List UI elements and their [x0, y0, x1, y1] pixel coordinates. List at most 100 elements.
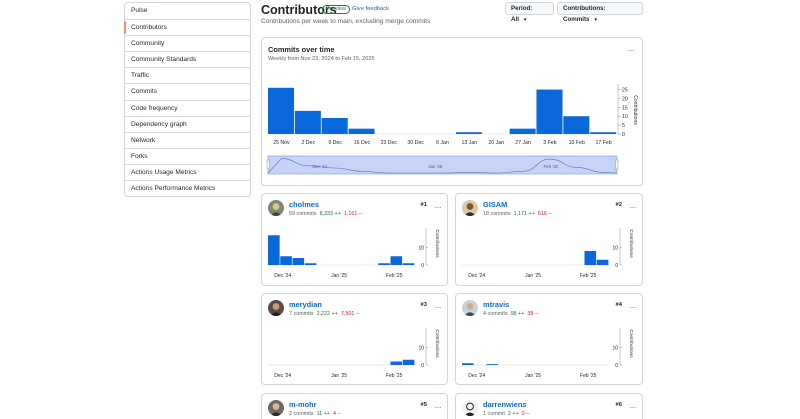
contributor-commits-chart: 0 10 Contributions Dec '24 Jan '25 Feb '25 [268, 328, 440, 379]
x-tick-label: 30 Dec [407, 140, 424, 146]
kebab-menu-icon[interactable]: ··· [627, 46, 635, 55]
deletions-count: 38 -- [527, 311, 539, 317]
contributor-card: cholmes 59 commits 8,333 ++ 1,161 -- #1 … [261, 193, 448, 286]
commit-count[interactable]: 18 commits [483, 211, 511, 217]
y-axis-label: Contributions [628, 229, 634, 258]
y-tick-label: 25 [622, 88, 628, 94]
y-tick-label: 0 [421, 263, 424, 269]
commit-count[interactable]: 1 commit [483, 411, 505, 417]
avatar[interactable] [462, 400, 478, 416]
sidebar-item-contributors[interactable]: Contributors [124, 19, 250, 35]
commits-over-time-card: Commits over time Weekly from Nov 23, 20… [261, 37, 643, 186]
x-tick-label: 13 Jan [462, 140, 478, 146]
sidebar-item-community-standards[interactable]: Community Standards [125, 51, 250, 67]
x-tick-label: Jan '25 [525, 373, 541, 379]
sidebar-item-dependency-graph[interactable]: Dependency graph [125, 115, 250, 132]
additions-count: 8,333 ++ [319, 211, 341, 217]
deletions-count: 4 -- [332, 411, 342, 417]
sidebar-item-code-frequency[interactable]: Code frequency [125, 99, 250, 116]
contributor-name[interactable]: darrenwiens [483, 400, 527, 409]
chart-title: Commits over time [268, 45, 335, 54]
bar [268, 87, 295, 134]
period-select[interactable]: Period: All ▼ [505, 2, 554, 23]
period-select-label: Period: All [511, 5, 533, 23]
bar [596, 259, 609, 265]
y-axis-label: Contributions [434, 329, 440, 358]
contributor-commits-chart: 0 10 Contributions Dec '24 Jan '25 Feb '25 [462, 228, 634, 279]
contributions-select-label: Contributions: Commits [563, 5, 606, 23]
avatar[interactable] [462, 300, 478, 316]
kebab-menu-icon[interactable]: ··· [434, 203, 442, 212]
y-tick-label: 0 [615, 363, 618, 369]
bar [590, 132, 617, 134]
kebab-menu-icon[interactable]: ··· [434, 403, 442, 412]
contributor-rank: #1 [420, 202, 427, 208]
x-tick-label: 27 Jan [515, 140, 531, 146]
x-tick-label: 9 Dec [328, 140, 342, 146]
sidebar-item-actions-performance[interactable]: Actions Performance Metrics [125, 180, 250, 196]
contributor-rank: #6 [615, 402, 622, 408]
y-tick-label: 10 [418, 246, 424, 252]
bar [563, 116, 590, 134]
x-tick-label: 6 Jan [436, 140, 449, 146]
kebab-menu-icon[interactable]: ··· [629, 303, 637, 312]
commit-count[interactable]: 7 commits [289, 311, 314, 317]
contributor-commits-chart: 0 10 Contributions Dec '24 Jan '25 Feb '25 [268, 228, 440, 279]
additions-count: 2 ++ [507, 411, 519, 417]
sidebar-item-actions-usage[interactable]: Actions Usage Metrics [125, 163, 250, 180]
x-tick-label: Jan '25 [331, 273, 347, 279]
avatar[interactable] [462, 200, 478, 216]
contributor-card: darrenwiens 1 commit 2 ++ 0 -- #6 ··· [455, 393, 643, 419]
bar [584, 251, 597, 265]
contributor-rank: #2 [615, 202, 622, 208]
person-avatar-icon [268, 200, 284, 216]
sidebar-item-pulse[interactable]: Pulse [131, 7, 148, 14]
give-feedback-link[interactable]: Give feedback [352, 6, 390, 12]
navigator-tick-label: Feb '25 [543, 164, 558, 169]
x-tick-label: Jan '25 [525, 273, 541, 279]
sidebar-item-traffic[interactable]: Traffic [125, 67, 250, 83]
navigator-tick-label: Jan '25 [428, 164, 443, 169]
bar [402, 359, 415, 365]
x-tick-label: Feb '25 [386, 373, 403, 379]
page-subtitle: Contributions per week to main, excludin… [261, 18, 431, 25]
deletions-count: 516 -- [537, 211, 552, 217]
sidebar-item-network[interactable]: Network [125, 131, 250, 148]
sidebar-item-forks[interactable]: Forks [125, 147, 250, 164]
x-tick-label: 16 Dec [354, 140, 371, 146]
contributor-name[interactable]: GISAM [483, 200, 508, 209]
x-tick-label: Jan '25 [331, 373, 347, 379]
kebab-menu-icon[interactable]: ··· [629, 203, 637, 212]
contributor-card: merydian 7 commits 2,222 ++ 7,501 -- #3 … [261, 293, 448, 385]
navigator-right-handle [615, 159, 619, 170]
chevron-down-icon: ▼ [593, 17, 598, 22]
sidebar-item-commits[interactable]: Commits [125, 83, 250, 99]
kebab-menu-icon[interactable]: ··· [629, 403, 637, 412]
x-tick-label: 20 Jan [488, 140, 504, 146]
y-tick-label: 0 [622, 132, 625, 138]
commit-count[interactable]: 2 commits [289, 411, 314, 417]
contributor-name[interactable]: merydian [289, 300, 322, 309]
commit-count[interactable]: 4 commits [483, 311, 508, 317]
x-tick-label: Feb '25 [580, 273, 597, 279]
x-tick-label: 2 Dec [301, 140, 315, 146]
deletions-count: 1,161 -- [343, 211, 363, 217]
contributor-name[interactable]: cholmes [289, 200, 319, 209]
avatar[interactable] [268, 200, 284, 216]
contributor-rank: #3 [420, 302, 427, 308]
commit-count[interactable]: 59 commits [289, 211, 317, 217]
contributor-name[interactable]: m-mohr [289, 400, 317, 409]
x-tick-label: Dec '24 [274, 273, 291, 279]
avatar[interactable] [268, 400, 284, 416]
person-avatar-icon [268, 300, 284, 316]
avatar[interactable] [268, 300, 284, 316]
sidebar-item-community[interactable]: Community [125, 35, 250, 51]
bar [280, 256, 292, 265]
kebab-menu-icon[interactable]: ··· [434, 303, 442, 312]
contributor-card: m-mohr 2 commits 11 ++ 4 -- #5 ··· [261, 393, 448, 419]
y-axis-label: Contributions [434, 229, 440, 258]
bar [462, 363, 474, 365]
contributions-select[interactable]: Contributions: Commits ▼ [557, 2, 643, 23]
contributor-name[interactable]: mtravis [483, 300, 510, 309]
x-tick-label: 10 Feb [569, 140, 585, 146]
